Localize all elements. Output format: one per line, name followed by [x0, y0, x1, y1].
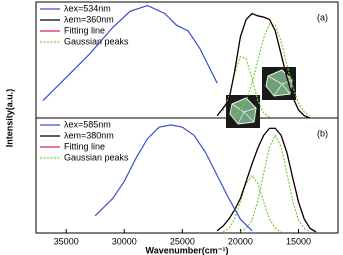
y-axis-label: Intensity(a.u.) [4, 89, 14, 148]
legend-label: Fitting line [64, 141, 105, 151]
panel-label: (b) [317, 128, 328, 138]
series-line [216, 127, 317, 233]
series-line [42, 4, 218, 102]
x-tick-label: 20000 [228, 236, 253, 246]
crystal-inset [226, 95, 260, 128]
series-line [94, 124, 253, 232]
series-line [216, 12, 311, 119]
panel-label: (a) [317, 12, 328, 22]
x-tick-label: 30000 [112, 236, 137, 246]
legend-label: λex=585nm [64, 119, 111, 129]
x-axis-label: Wavenumber(cm⁻¹) [146, 245, 229, 255]
x-tick-label: 15000 [286, 236, 311, 246]
legend-label: Gaussian peaks [64, 36, 129, 46]
x-tick-label: 35000 [54, 236, 79, 246]
legend-label: Fitting line [64, 25, 105, 35]
legend-label: Gaussian peaks [64, 152, 129, 162]
legend-label: λem=360nm [64, 14, 114, 24]
series-line [216, 127, 317, 233]
series-line [222, 133, 311, 233]
legend-label: λem=380nm [64, 130, 114, 140]
crystal-inset [262, 67, 296, 100]
legend-label: λex=534nm [64, 3, 111, 13]
x-tick-label: 25000 [170, 236, 195, 246]
